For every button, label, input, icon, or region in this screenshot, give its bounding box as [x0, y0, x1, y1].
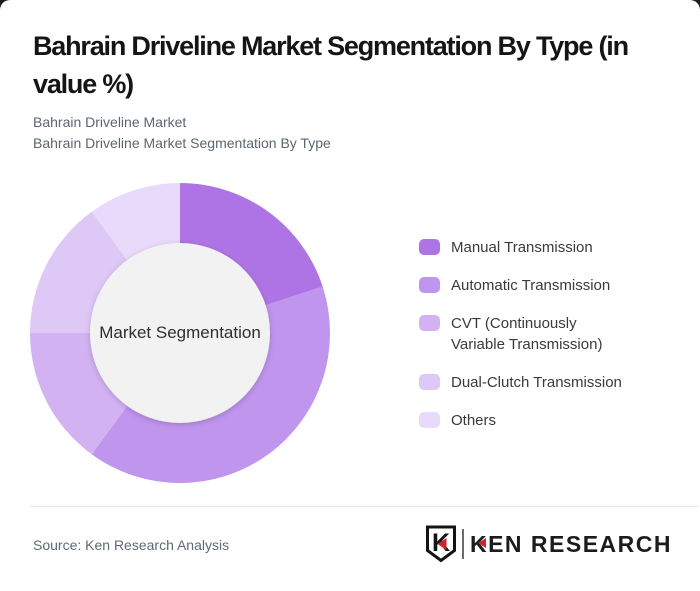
donut-hole — [90, 243, 270, 423]
legend-swatch — [419, 239, 440, 255]
legend-swatch — [419, 412, 440, 428]
legend-item-manual-transmission[interactable]: Manual Transmission — [419, 237, 631, 258]
donut-chart: Market Segmentation — [30, 183, 330, 483]
logo-brand-text: KEN RESEARCH — [470, 531, 672, 558]
subtitle-line-2: Bahrain Driveline Market Segmentation By… — [33, 135, 331, 151]
footer-divider — [30, 506, 698, 507]
legend-label: CVT (Continuously Variable Transmission) — [451, 315, 603, 353]
logo-text: KEN RESEARCH — [469, 530, 672, 557]
legend-label: Manual Transmission — [451, 239, 593, 256]
legend-swatch — [419, 374, 440, 390]
logo-separator — [461, 529, 464, 559]
legend-label: Automatic Transmission — [451, 277, 611, 294]
donut-svg — [30, 183, 330, 483]
legend: Manual Transmission Automatic Transmissi… — [419, 237, 631, 448]
chart-subtitle: Bahrain Driveline Market Bahrain Driveli… — [33, 112, 331, 154]
shield-red-arrow-icon — [437, 538, 447, 550]
legend-label: Dual-Clutch Transmission — [451, 374, 622, 391]
legend-item-cvt[interactable]: CVT (Continuously Variable Transmission) — [419, 313, 631, 355]
legend-swatch — [419, 315, 440, 331]
source-note: Source: Ken Research Analysis — [33, 537, 230, 553]
subtitle-line-1: Bahrain Driveline Market — [33, 114, 187, 130]
legend-label: Others — [451, 412, 497, 429]
legend-swatch — [419, 277, 440, 293]
legend-item-dual-clutch-transmission[interactable]: Dual-Clutch Transmission — [419, 372, 631, 393]
ken-research-shield-icon: K — [425, 525, 456, 563]
legend-item-others[interactable]: Others — [419, 410, 631, 431]
legend-item-automatic-transmission[interactable]: Automatic Transmission — [419, 275, 631, 296]
chart-title: Bahrain Driveline Market Segmentation By… — [33, 31, 629, 99]
logo-k-red-arrow-icon — [477, 537, 486, 548]
ken-research-logo: K KEN RESEARCH — [425, 525, 672, 563]
